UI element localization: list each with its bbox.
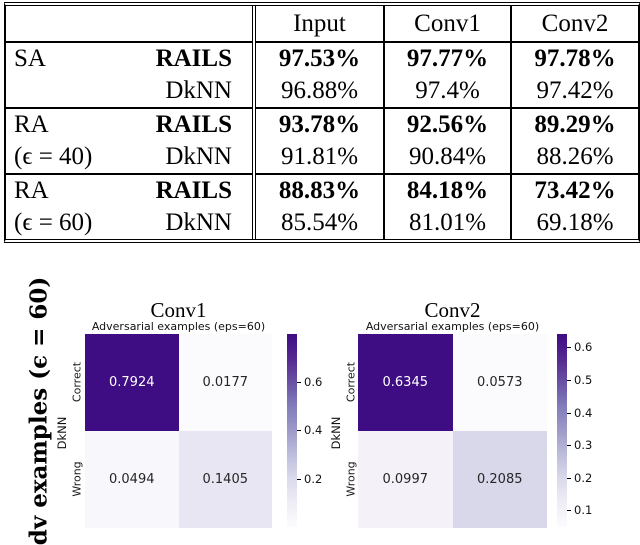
attack-label: (ϵ = 40) xyxy=(6,141,114,175)
value-cell: 88.83% xyxy=(254,174,385,207)
heatmap2: 0.6345 0.0573 0.0997 0.2085 xyxy=(358,334,547,528)
heatmap2-subtitle: Adversarial examples (eps=60) xyxy=(365,320,540,333)
value-cell: 97.78% xyxy=(534,45,616,73)
header-conv2: Conv2 xyxy=(511,6,638,43)
heatmap2-ylabel: DkNN xyxy=(329,416,343,450)
heatmap1: 0.7924 0.0177 0.0494 0.1405 xyxy=(85,334,272,528)
colorbar-tick-label: 0.1 xyxy=(574,503,593,517)
value-cell: 97.77% xyxy=(384,42,512,75)
value-cell: 85.54% xyxy=(254,207,385,239)
heatmap2-cell: 0.2085 xyxy=(452,431,547,528)
value-cell: 90.84% xyxy=(384,141,512,175)
method-label: DkNN xyxy=(114,75,256,109)
colorbar-tick-label: 0.4 xyxy=(304,423,323,437)
colorbar-tick-label: 0.5 xyxy=(574,373,593,387)
table-row: SA RAILS 97.53% 97.77% 97.78% xyxy=(6,42,638,75)
value-cell: 88.26% xyxy=(511,141,638,175)
value-cell: 97.53% xyxy=(254,42,385,75)
attack-label: (ϵ = 60) xyxy=(14,209,93,237)
heatmap2-cell: 0.0573 xyxy=(452,334,547,431)
value-cell: 96.88% xyxy=(254,75,385,109)
table-row: RA RAILS 88.83% 84.18% 73.42% xyxy=(6,174,638,207)
header-conv1: Conv1 xyxy=(384,6,512,43)
colorbar-tick-label: 0.6 xyxy=(574,340,593,354)
colorbar-tick-mark xyxy=(567,380,571,381)
table-row: RA RAILS 93.78% 92.56% 89.29% xyxy=(6,108,638,141)
value-cell: 97.4% xyxy=(384,75,512,109)
colorbar-tick-label: 0.6 xyxy=(304,375,323,389)
heatmap1-ytick-correct: Correct xyxy=(70,361,84,403)
colorbar-tick-mark xyxy=(567,445,571,446)
colorbar-tick-mark xyxy=(297,479,301,480)
attack-label: RA xyxy=(14,177,49,205)
table-header-row: Input Conv1 Conv2 xyxy=(6,6,638,43)
colorbar-tick-mark xyxy=(297,430,301,431)
colorbar-tick-label: 0.3 xyxy=(574,438,593,452)
method-label: DkNN xyxy=(114,141,256,175)
value-cell: 91.81% xyxy=(254,141,385,175)
heatmap2-colorbar xyxy=(557,334,567,527)
results-table: Input Conv1 Conv2 SA RAILS 97.53% 97.77%… xyxy=(6,6,638,239)
method-label: RAILS xyxy=(114,108,256,141)
method-label: RAILS xyxy=(114,174,256,207)
colorbar-tick-mark xyxy=(567,510,571,511)
attack-label: SA xyxy=(14,45,46,73)
value-cell: 97.42% xyxy=(511,75,638,109)
heatmap1-cell: 0.7924 xyxy=(85,334,179,431)
heatmap2-ytick-correct: Correct xyxy=(344,361,358,403)
heatmap1-ylabel: DkNN xyxy=(55,416,69,450)
method-label: DkNN xyxy=(114,207,256,239)
header-empty-cell xyxy=(6,6,114,43)
results-table-frame: Input Conv1 Conv2 SA RAILS 97.53% 97.77%… xyxy=(4,2,640,243)
heatmap1-cell: 0.1405 xyxy=(178,431,272,528)
value-cell: 93.78% xyxy=(254,108,385,141)
value-cell: 69.18% xyxy=(536,209,614,237)
table-row: (ϵ = 60) DkNN 85.54% 81.01% 69.18% xyxy=(6,207,638,239)
heatmap1-cell: 0.0494 xyxy=(85,431,179,528)
colorbar-tick-mark xyxy=(567,413,571,414)
colorbar-tick-label: 0.2 xyxy=(574,471,593,485)
heatmap2-cell: 0.0997 xyxy=(358,431,453,528)
attack-label: RA xyxy=(14,111,49,139)
heatmap1-subtitle: Adversarial examples (eps=60) xyxy=(91,320,266,333)
value-cell: 89.29% xyxy=(534,111,616,139)
value-cell: 92.56% xyxy=(384,108,512,141)
heatmap1-colorbar xyxy=(287,334,297,527)
value-cell: 73.42% xyxy=(534,177,616,205)
heatmap1-title: Conv1 xyxy=(150,298,207,322)
heatmap2-title: Conv2 xyxy=(424,298,481,322)
colorbar-tick-mark xyxy=(567,478,571,479)
table-row: (ϵ = 40) DkNN 91.81% 90.84% 88.26% xyxy=(6,141,638,175)
colorbar-tick-mark xyxy=(567,347,571,348)
page: Input Conv1 Conv2 SA RAILS 97.53% 97.77%… xyxy=(4,2,640,545)
colorbar-tick-mark xyxy=(297,382,301,383)
heatmap1-cell: 0.0177 xyxy=(178,334,272,431)
colorbar-tick-label: 0.2 xyxy=(304,472,323,486)
attack-label xyxy=(6,75,114,109)
header-input: Input xyxy=(254,6,385,43)
method-label: RAILS xyxy=(114,42,256,75)
heatmap2-cell: 0.6345 xyxy=(358,334,453,431)
heatmap2-ytick-wrong: Wrong xyxy=(344,461,358,497)
colorbar-tick-label: 0.4 xyxy=(574,406,593,420)
header-empty-cell xyxy=(114,6,256,43)
figure-y-axis-label: dv examples (ϵ = 60) xyxy=(25,276,53,545)
value-cell: 81.01% xyxy=(384,207,512,239)
heatmap1-ytick-wrong: Wrong xyxy=(70,461,84,497)
value-cell: 84.18% xyxy=(384,174,512,207)
table-row: DkNN 96.88% 97.4% 97.42% xyxy=(6,75,638,109)
